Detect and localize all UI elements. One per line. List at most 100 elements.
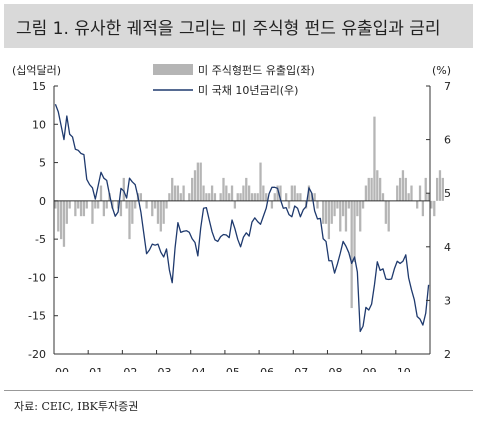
flow-bar bbox=[339, 200, 342, 232]
flow-bar bbox=[134, 200, 137, 209]
flow-bar bbox=[341, 200, 345, 217]
x-tick-label: 03 bbox=[158, 366, 172, 372]
left-tick-label: -15 bbox=[28, 310, 46, 323]
flow-bar bbox=[230, 185, 234, 201]
legend-bar-swatch bbox=[153, 64, 193, 75]
flow-bar bbox=[381, 193, 385, 201]
flow-bar bbox=[262, 185, 265, 201]
flow-bar bbox=[191, 177, 194, 201]
flow-bar bbox=[82, 200, 86, 217]
flow-bar bbox=[327, 200, 331, 240]
flow-bar bbox=[85, 200, 88, 209]
right-tick-label: 3 bbox=[444, 294, 451, 307]
flow-bar bbox=[270, 200, 274, 209]
right-tick-label: 6 bbox=[444, 134, 451, 147]
flow-bar bbox=[367, 177, 370, 201]
flow-bar bbox=[65, 200, 68, 224]
left-tick-label: 5 bbox=[39, 157, 46, 170]
right-tick-label: 7 bbox=[444, 80, 451, 93]
flow-bar bbox=[173, 185, 177, 201]
flow-bar bbox=[359, 200, 362, 232]
flow-bar bbox=[376, 170, 379, 201]
flow-bar bbox=[62, 200, 66, 247]
flow-bar bbox=[316, 200, 319, 209]
flow-bar bbox=[293, 185, 296, 201]
flow-bar bbox=[347, 200, 350, 209]
flow-bar bbox=[182, 185, 185, 201]
flow-bar bbox=[416, 200, 419, 209]
left-tick-label: -5 bbox=[35, 233, 46, 246]
flow-bar bbox=[131, 200, 134, 224]
left-tick-label: 10 bbox=[32, 118, 46, 131]
flow-bar bbox=[353, 200, 356, 263]
flow-bar bbox=[116, 200, 120, 209]
flow-bar bbox=[396, 185, 399, 201]
flow-bar bbox=[171, 177, 174, 201]
left-axis-ticks: 15 10 5 0 -5 -10 -15 -20 bbox=[28, 80, 58, 361]
flow-bar bbox=[279, 185, 282, 201]
flow-bar bbox=[265, 193, 268, 201]
flow-bar bbox=[364, 185, 368, 201]
flow-bar bbox=[165, 200, 168, 209]
flow-bar bbox=[384, 200, 387, 224]
source-note: 자료: CEIC, IBK투자증권 bbox=[14, 400, 139, 413]
flow-bar bbox=[276, 185, 279, 201]
flow-bar bbox=[424, 177, 427, 201]
flow-bar bbox=[225, 185, 228, 201]
x-tick-label: 07 bbox=[294, 366, 308, 372]
flow-bar bbox=[373, 116, 376, 201]
treasury-yield-line bbox=[54, 103, 430, 333]
right-tick-label: 4 bbox=[444, 241, 451, 254]
flow-bar bbox=[205, 193, 208, 201]
flow-bar bbox=[57, 200, 60, 232]
flow-bar bbox=[324, 200, 328, 224]
flow-bar bbox=[119, 200, 123, 217]
flow-bar bbox=[139, 193, 143, 201]
flow-bar bbox=[361, 200, 365, 209]
flow-bar bbox=[208, 193, 211, 201]
flow-bar bbox=[441, 177, 444, 201]
flow-bar bbox=[404, 177, 407, 201]
x-axis-ticks: 00 01 02 03 04 05 06 07 08 09 10 bbox=[53, 350, 411, 372]
flow-bar bbox=[427, 193, 430, 201]
flow-bar bbox=[219, 193, 222, 201]
fund-flow-bars bbox=[54, 116, 444, 309]
flow-bar bbox=[233, 200, 237, 209]
flow-bar bbox=[322, 200, 325, 224]
flow-bar bbox=[91, 200, 94, 224]
flow-bar bbox=[307, 185, 311, 201]
flow-bar bbox=[188, 193, 191, 201]
flow-bar bbox=[287, 200, 291, 209]
flow-bar bbox=[74, 200, 77, 217]
x-tick-label: 04 bbox=[192, 366, 206, 372]
flow-bar bbox=[151, 200, 154, 217]
flow-bar bbox=[210, 185, 214, 201]
flow-bar bbox=[418, 185, 422, 201]
flow-bar bbox=[256, 193, 259, 201]
flow-bar bbox=[336, 200, 339, 209]
flow-bar bbox=[433, 200, 436, 217]
flow-bar bbox=[401, 170, 405, 201]
flow-bar bbox=[296, 193, 299, 201]
flow-bar bbox=[102, 200, 105, 217]
flow-bar bbox=[105, 200, 108, 209]
left-tick-label: 0 bbox=[39, 195, 46, 208]
x-tick-label: 09 bbox=[363, 366, 377, 372]
flow-bar bbox=[156, 200, 160, 224]
flow-bar bbox=[242, 185, 245, 201]
flow-bar bbox=[435, 177, 439, 201]
flow-bar bbox=[356, 200, 359, 217]
flow-bar bbox=[410, 185, 413, 201]
flow-bar bbox=[299, 193, 302, 201]
flow-bar bbox=[370, 177, 373, 201]
flow-bar bbox=[193, 170, 197, 201]
yield-polyline bbox=[54, 103, 430, 333]
flow-bar bbox=[199, 162, 202, 201]
flow-bar bbox=[333, 200, 336, 217]
flow-bar bbox=[290, 185, 293, 201]
flow-bar bbox=[97, 200, 100, 209]
right-axis-unit: (%) bbox=[432, 64, 451, 77]
flow-bar bbox=[77, 200, 80, 209]
flow-bar bbox=[245, 177, 248, 201]
